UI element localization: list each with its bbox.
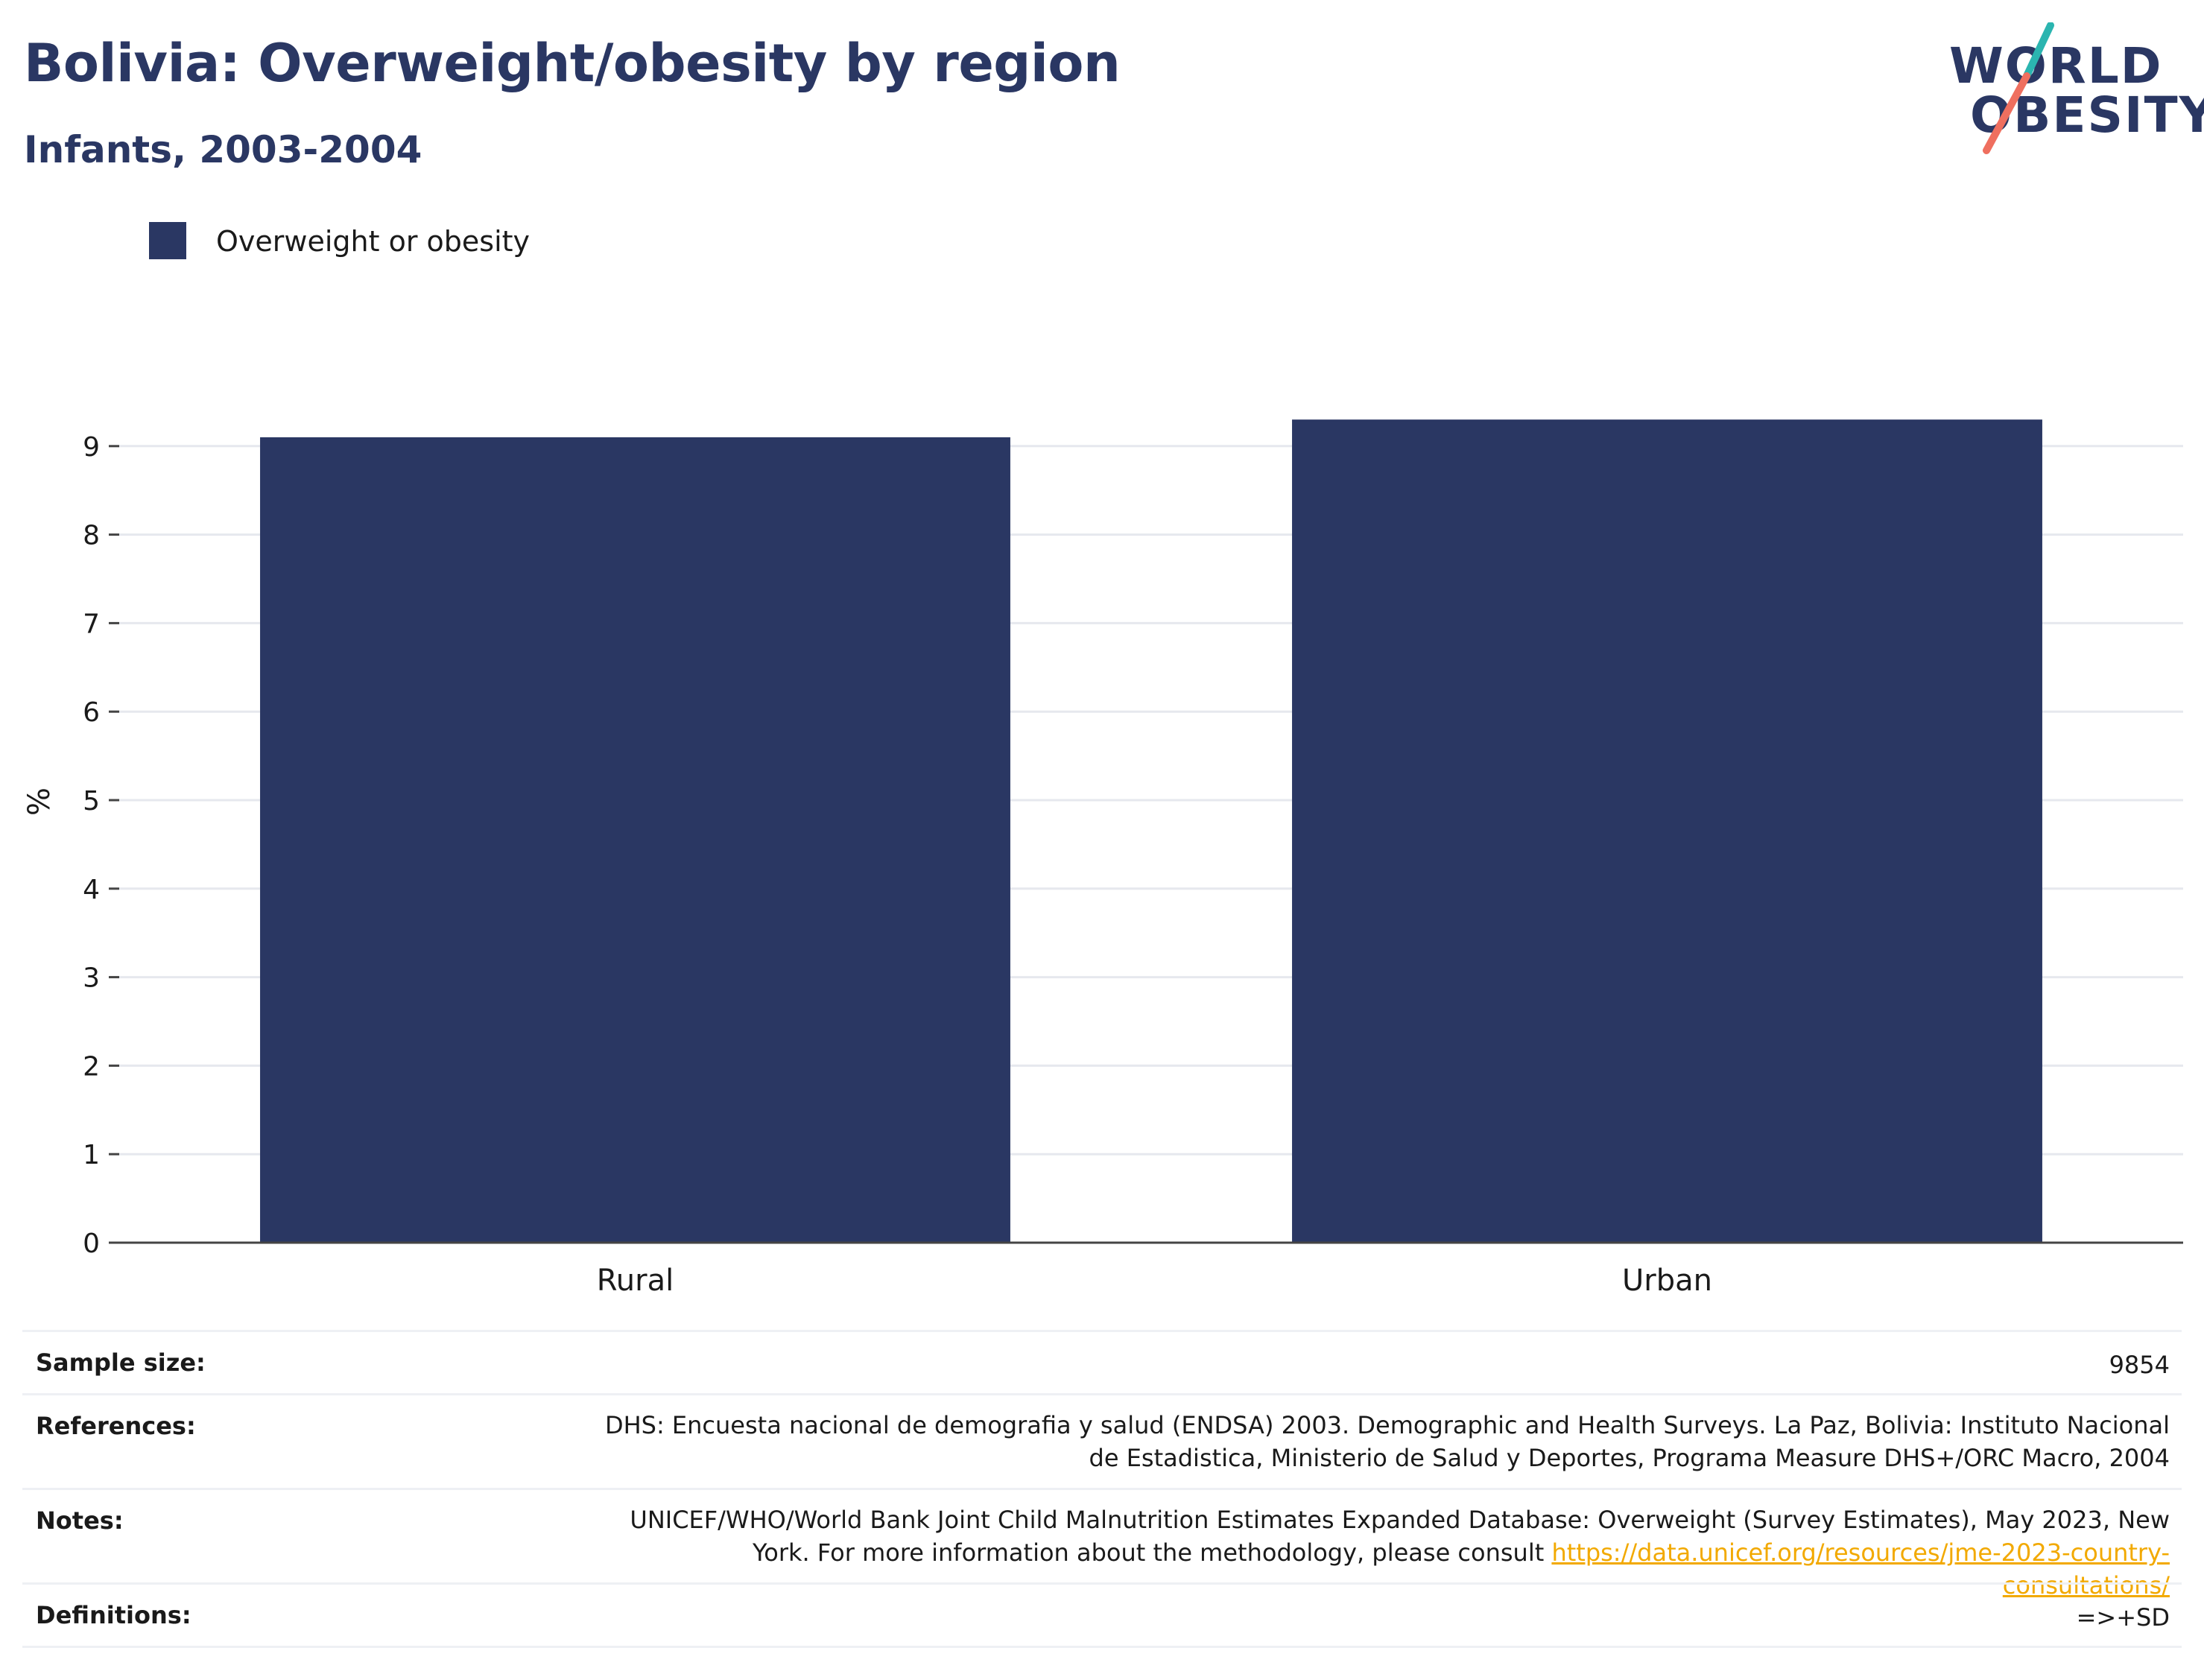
- bar-chart: 0 1 2 3 4 5 6 7 8 9 Rural Urban: [83, 419, 2183, 1298]
- y-tick-label: 5: [83, 786, 100, 817]
- y-tick-label: 6: [83, 697, 100, 728]
- references-row: References: DHS: Encuesta nacional de de…: [22, 1393, 2182, 1488]
- y-tick-label: 9: [83, 432, 100, 463]
- legend-label-overweight: Overweight or obesity: [216, 225, 531, 258]
- notes-label: Notes:: [36, 1506, 124, 1535]
- definitions-value: =>+SD: [2076, 1603, 2170, 1632]
- notes-value: UNICEF/WHO/World Bank Joint Child Malnut…: [589, 1490, 2182, 1602]
- bar-rural: [260, 437, 1010, 1243]
- bar-urban: [1292, 419, 2042, 1243]
- notes-text: UNICEF/WHO/World Bank Joint Child Malnut…: [630, 1506, 2170, 1567]
- info-table: Sample size: 9854 References: DHS: Encue…: [22, 1330, 2182, 1648]
- y-tick-label: 3: [83, 963, 100, 994]
- world-obesity-logo[interactable]: WORLD OBESITY: [1937, 22, 2204, 156]
- chart-title: Bolivia: Overweight/obesity by region: [24, 33, 1121, 94]
- x-tick-label: Urban: [1622, 1264, 1712, 1298]
- y-tick-label: 4: [83, 875, 100, 905]
- logo-text-world: WORLD: [1949, 37, 2163, 95]
- x-tick-label: Rural: [597, 1264, 674, 1298]
- definitions-row: Definitions: =>+SD: [22, 1582, 2182, 1648]
- logo-slash-icon: [1983, 22, 2054, 154]
- y-tick-label: 0: [83, 1229, 100, 1259]
- notes-row: Notes: UNICEF/WHO/World Bank Joint Child…: [22, 1488, 2182, 1600]
- y-tick-label: 2: [83, 1051, 100, 1082]
- notes-link[interactable]: https://data.unicef.org/resources/jme-20…: [1551, 1538, 2170, 1600]
- references-label: References:: [36, 1412, 196, 1440]
- definitions-label: Definitions:: [36, 1601, 191, 1629]
- references-value: DHS: Encuesta nacional de demografia y s…: [604, 1411, 2170, 1472]
- sample-size-value: 9854: [2109, 1351, 2170, 1379]
- chart-subtitle: Infants, 2003-2004: [24, 128, 422, 171]
- y-tick-label: 7: [83, 609, 100, 639]
- y-tick-label: 8: [83, 521, 100, 551]
- sample-size-row: Sample size: 9854: [22, 1330, 2182, 1393]
- y-tick-label: 1: [83, 1140, 100, 1170]
- sample-size-label: Sample size:: [36, 1348, 206, 1377]
- legend-swatch-overweight: [149, 222, 186, 259]
